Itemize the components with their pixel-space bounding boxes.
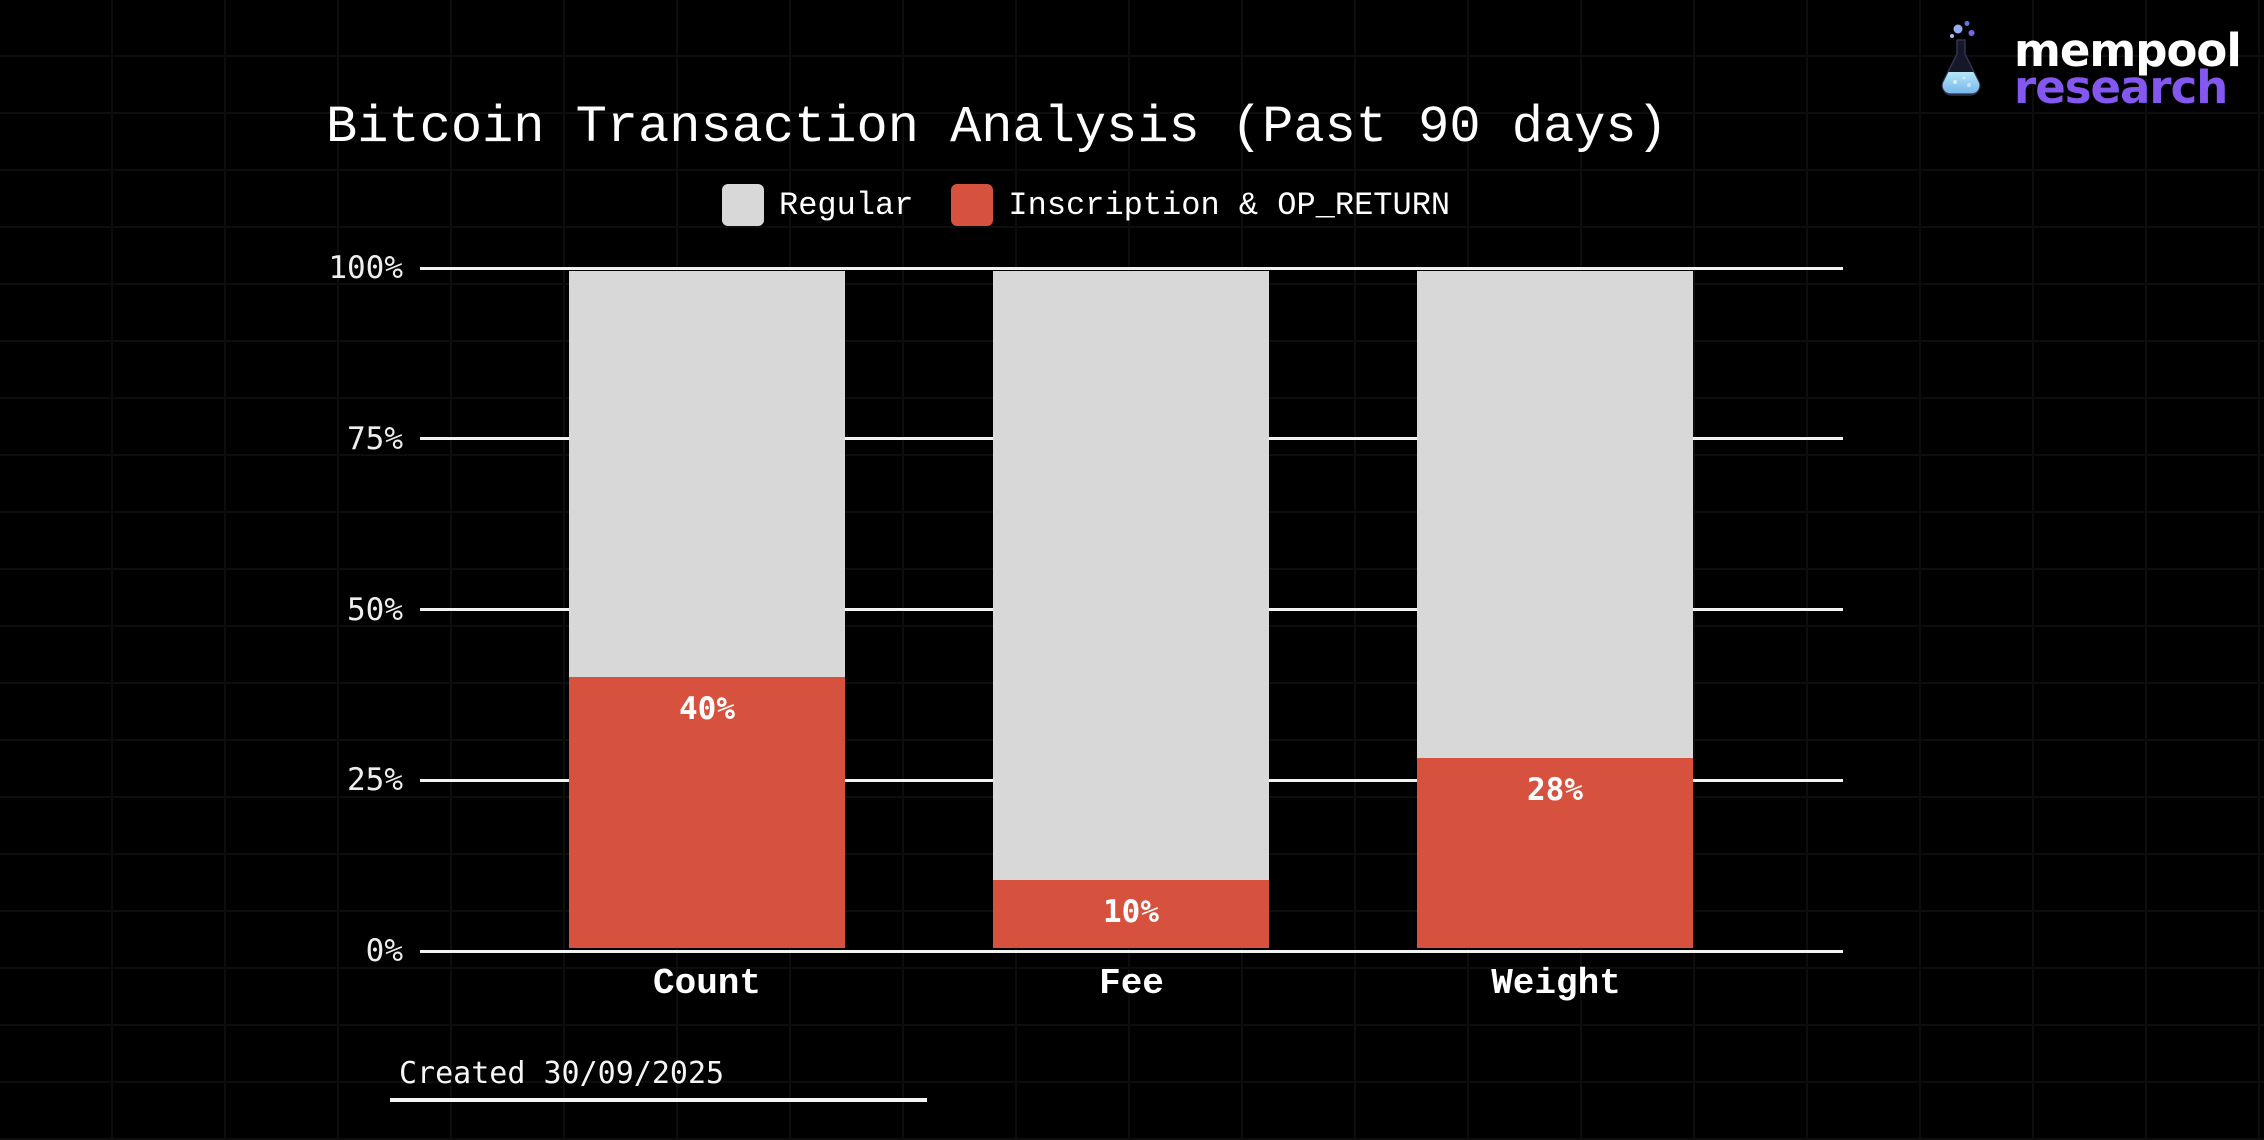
bars-container: 40% 10% 28% <box>569 271 1693 948</box>
bar-fee: 10% <box>993 271 1269 948</box>
bar-segment-inscription: 10% <box>993 880 1269 948</box>
legend-item-inscription: Inscription & OP_RETURN <box>951 184 1450 226</box>
brand-name-research: research <box>2014 61 2228 114</box>
footer-underline <box>390 1098 927 1102</box>
x-axis-labels: Count Fee Weight <box>569 963 1694 1004</box>
legend-swatch-inscription <box>951 184 994 226</box>
flask-icon <box>1941 21 1981 96</box>
bar-segment-regular <box>569 271 845 678</box>
y-axis-tick: 100% <box>328 250 403 286</box>
created-date: Created 30/09/2025 <box>399 1056 725 1091</box>
chart-title: Bitcoin Transaction Analysis (Past 90 da… <box>326 98 1668 157</box>
bar-segment-inscription: 28% <box>1417 758 1693 948</box>
x-axis-label-fee: Fee <box>1099 963 1164 1004</box>
legend-label-inscription: Inscription & OP_RETURN <box>1008 186 1451 224</box>
legend-swatch-regular <box>722 184 764 226</box>
bar-segment-regular <box>1417 271 1693 759</box>
y-axis-tick: 25% <box>347 762 403 799</box>
gridline <box>420 949 1843 953</box>
legend-label-regular: Regular <box>779 186 914 224</box>
bar-value-label: 40% <box>679 691 735 728</box>
x-axis-label-count: Count <box>652 963 762 1004</box>
legend-item-regular: Regular <box>722 184 913 226</box>
brand-name-mempool: mempool <box>2014 24 2242 77</box>
bar-count: 40% <box>569 271 845 948</box>
y-axis-tick: 75% <box>347 420 403 457</box>
bar-segment-inscription: 40% <box>569 677 845 948</box>
brand-logo: mempool research <box>1928 20 2242 114</box>
y-axis-tick: 0% <box>365 933 403 969</box>
brand-wordmark: mempool research <box>2014 20 2242 114</box>
bar-value-label: 10% <box>1103 894 1159 931</box>
bar-value-label: 28% <box>1527 772 1583 809</box>
chart-legend: Regular Inscription & OP_RETURN <box>722 184 1450 226</box>
x-axis-label-weight: Weight <box>1491 963 1621 1004</box>
chart-plot-area: 40% 10% 28% 100% 75% 50% 25% 0% <box>328 250 1843 969</box>
bar-weight: 28% <box>1417 271 1693 948</box>
y-axis-tick: 50% <box>347 591 403 628</box>
bar-segment-regular <box>993 271 1269 881</box>
gridline <box>420 266 1843 270</box>
